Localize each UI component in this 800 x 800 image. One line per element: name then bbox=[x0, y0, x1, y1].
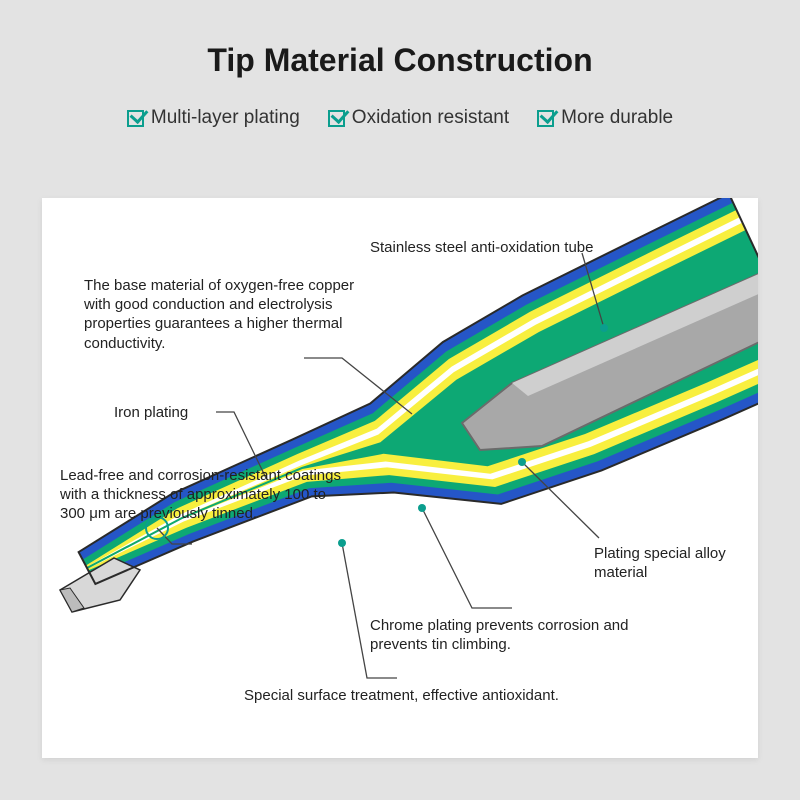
check-icon bbox=[537, 110, 554, 127]
label-iron: Iron plating bbox=[114, 403, 274, 422]
label-base-material: The base material of oxygen-free copper … bbox=[84, 276, 384, 353]
feature-label: Multi-layer plating bbox=[151, 107, 300, 129]
page-title: Tip Material Construction bbox=[0, 0, 800, 79]
feature-item: Oxidation resistant bbox=[328, 107, 509, 129]
diagram-panel: Stainless steel anti-oxidation tube The … bbox=[42, 198, 758, 758]
label-stainless: Stainless steel anti-oxidation tube bbox=[370, 238, 710, 257]
label-surface: Special surface treatment, effective ant… bbox=[244, 686, 664, 705]
label-alloy: Plating special alloy material bbox=[594, 544, 744, 582]
feature-item: More durable bbox=[537, 107, 673, 129]
check-icon bbox=[127, 110, 144, 127]
label-lead-free: Lead-free and corrosion-resistant coatin… bbox=[60, 466, 350, 524]
feature-label: More durable bbox=[561, 107, 673, 129]
feature-item: Multi-layer plating bbox=[127, 107, 300, 129]
feature-label: Oxidation resistant bbox=[352, 107, 509, 129]
feature-row: Multi-layer plating Oxidation resistant … bbox=[0, 107, 800, 129]
check-icon bbox=[328, 110, 345, 127]
label-chrome: Chrome plating prevents corrosion and pr… bbox=[370, 616, 690, 654]
